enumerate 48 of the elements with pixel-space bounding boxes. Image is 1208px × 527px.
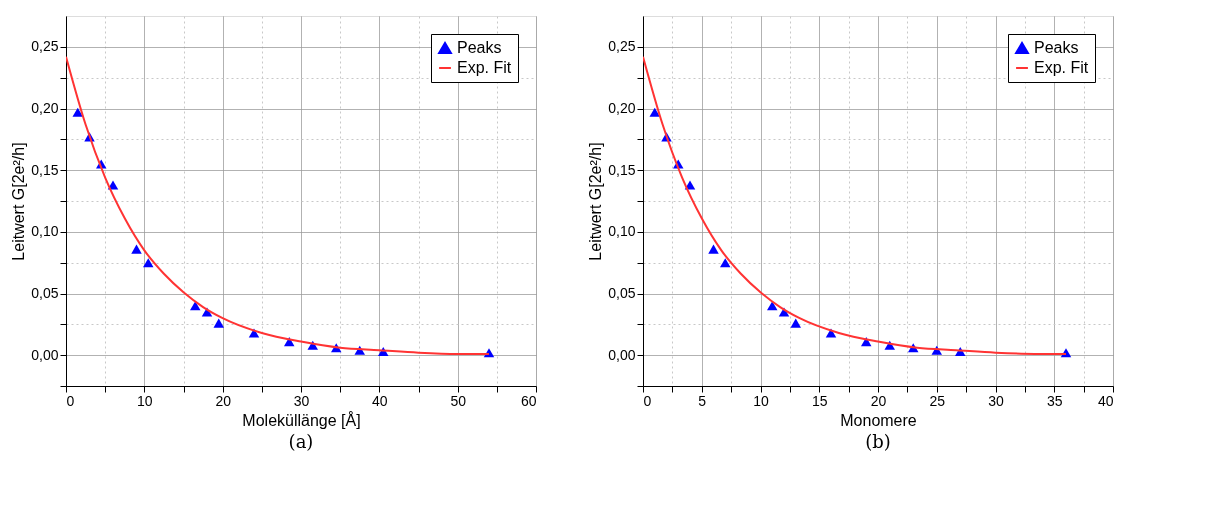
y-tick-label: 0,00 (608, 346, 636, 363)
legend-label: Peaks (457, 39, 502, 56)
x-tick-label: 25 (929, 392, 946, 409)
point (649, 107, 660, 117)
text: (a) (288, 431, 314, 452)
point (248, 328, 260, 338)
x-tick-label: 40 (1097, 392, 1114, 409)
x-axis-title: Monomere (840, 411, 917, 429)
point (825, 328, 837, 338)
point (790, 318, 801, 328)
y-tick-label: 0,05 (31, 285, 59, 301)
x-tick-label: 35 (1046, 392, 1063, 409)
x-tick-label: 15 (811, 392, 828, 409)
x-tick-label: 50 (450, 392, 467, 409)
x-tick-label: 5 (698, 392, 707, 409)
point (213, 318, 224, 328)
legend-label: Exp. Fit (457, 59, 512, 76)
x-tick-label: 30 (293, 392, 310, 409)
x-axis-title: Moleküllänge [Å] (242, 410, 361, 429)
x-tick-label: 10 (753, 392, 769, 409)
y-axis-title: Leitwert G[2e²/h] (587, 142, 605, 261)
x-tick-label: 0 (66, 392, 75, 409)
point (708, 244, 719, 254)
y-tick-label: 0,20 (608, 100, 636, 116)
legend-label: Peaks (1034, 39, 1079, 56)
legend-label: Exp. Fit (1034, 59, 1089, 76)
y-tick-label: 0,15 (608, 161, 636, 178)
y-tick-label: 0,05 (608, 285, 636, 301)
x-tick-label: 20 (870, 392, 887, 409)
y-tick-label: 0,15 (31, 161, 59, 178)
point (143, 258, 154, 268)
point (720, 258, 731, 268)
x-tick-label: 30 (988, 392, 1004, 409)
y-axis-title: Leitwert G[2e²/h] (10, 142, 28, 261)
text: (b) (865, 431, 891, 452)
x-tick-label: 10 (137, 392, 153, 409)
y-tick-label: 0,10 (608, 223, 636, 240)
y-tick-label: 0,00 (31, 346, 59, 363)
y-tick-label: 0,25 (31, 38, 59, 55)
y-tick-label: 0,20 (31, 100, 59, 116)
x-tick-label: 20 (215, 392, 232, 409)
point (72, 107, 83, 117)
y-tick-label: 0,25 (608, 38, 636, 55)
x-tick-label: 60 (520, 392, 537, 409)
y-tick-label: 0,10 (31, 223, 59, 240)
point (131, 244, 142, 254)
x-tick-label: 40 (372, 392, 388, 409)
x-tick-label: 0 (643, 392, 652, 409)
